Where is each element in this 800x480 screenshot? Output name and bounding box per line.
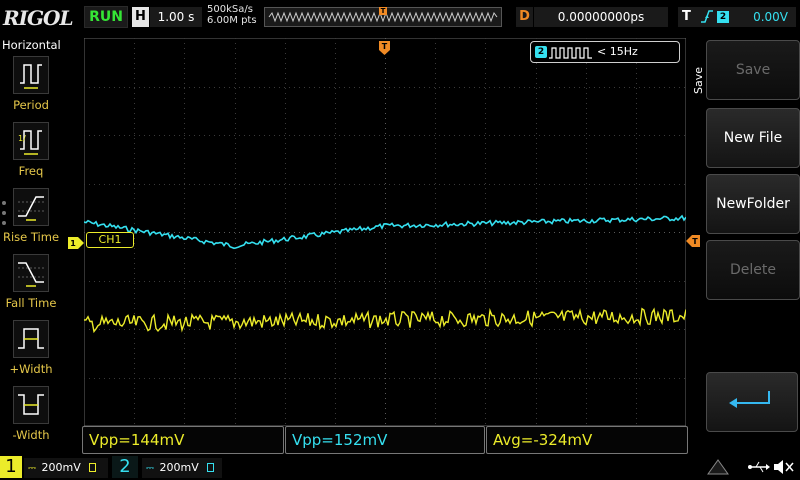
trigger-level-marker[interactable]: T [686,232,700,251]
svg-text:1/: 1/ [18,134,26,143]
run-stop-status[interactable]: RUN [84,6,128,28]
notification-icon [707,459,729,475]
ch2-scale[interactable]: ⎓ 200mV [142,458,222,478]
sample-rate: 500kSa/s [207,4,253,15]
ch2-bandwidth-icon [207,463,215,472]
save-button[interactable]: Save [706,40,800,100]
measure-freq[interactable]: 1/ Freq [0,122,62,186]
positive-width-label: +Width [9,362,53,376]
fall-time-icon [13,254,49,292]
ch1-label-tag: CH1 [86,232,134,248]
period-icon [13,56,49,94]
usb-icon [748,461,770,473]
memory-depth: 6.00M pts [207,15,257,26]
right-menu-title: Save [692,66,705,94]
trigger-status[interactable]: T 2 0.00V [678,7,796,27]
graticule [84,38,686,426]
memory-trigger-marker: T [379,7,387,15]
ch2-scale-value: 200mV [159,461,199,474]
horizontal-label: H [132,7,149,27]
horizontal-measure-menu: Horizontal Period 1/ Freq Rise Time Fall… [0,36,62,452]
trigger-level: 0.00V [753,10,788,24]
ch2-trace [83,214,687,250]
svg-text:T: T [382,42,388,51]
ch1-scale[interactable]: ⎓ 200mV [24,458,108,478]
freq-icon: 1/ [13,122,49,160]
measurement-2[interactable]: Vpp=152mV [285,426,485,454]
counter-source: 2 [535,46,547,58]
measure-negative-width[interactable]: -Width [0,386,62,450]
rise-time-icon [13,188,49,226]
ch1-scale-value: 200mV [41,461,81,474]
freq-label: Freq [18,164,44,178]
ch1-offset-marker[interactable]: 1 [68,234,84,253]
left-menu-title: Horizontal [2,38,61,52]
ch2-indicator[interactable]: 2 [112,456,138,478]
timebase-value[interactable]: 1.00 s [150,7,202,27]
rising-edge-icon [700,7,714,33]
delay-value[interactable]: 0.00000000ps [534,7,668,27]
new-folder-button[interactable]: NewFolder [706,174,800,234]
ch1-indicator[interactable]: 1 [0,456,22,478]
measure-period[interactable]: Period [0,56,62,120]
dc-coupling-icon: ⎓ [146,463,154,474]
counter-value: < 15Hz [597,45,638,58]
new-file-button[interactable]: New File [706,108,800,168]
measure-fall-time[interactable]: Fall Time [0,254,62,318]
acquisition-info: 500kSa/s 6.00M pts [207,4,257,26]
negative-width-icon [13,386,49,424]
ch1-trace [83,307,687,334]
trigger-position-marker[interactable]: T [379,40,390,55]
trigger-source: 2 [717,11,729,23]
measurement-1[interactable]: Vpp=144mV [82,426,284,454]
frequency-counter[interactable]: 2 < 15Hz [530,41,680,63]
delay-label: D [516,7,533,27]
return-icon [729,391,770,408]
return-button[interactable] [706,372,798,432]
waveform-memory-overview[interactable]: T [264,7,502,27]
measurement-3[interactable]: Avg=-324mV [486,426,688,454]
dc-coupling-icon: ⎓ [28,463,36,474]
ch1-bandwidth-icon [89,463,97,472]
negative-width-label: -Width [12,428,50,442]
measure-rise-time[interactable]: Rise Time [0,188,62,252]
rise-time-label: Rise Time [2,230,60,244]
save-softkey-menu: Save Save New File NewFolder Delete [688,36,800,454]
rigol-logo: RIGOL [3,6,74,30]
svg-text:1: 1 [70,239,76,248]
period-label: Period [13,98,49,112]
positive-width-icon [13,320,49,358]
system-status-icons [706,458,796,476]
waveform-display[interactable]: T 2 < 15Hz 1 CH1 T [68,37,700,427]
measure-positive-width[interactable]: +Width [0,320,62,384]
channel-status-bar: 1 ⎓ 200mV 2 ⎓ 200mV [0,454,800,480]
trigger-label: T [682,9,691,24]
delete-button[interactable]: Delete [706,240,800,300]
pulse-train-icon [549,45,593,64]
svg-text:T: T [692,237,698,246]
menu-page-indicator [1,199,7,233]
top-status-bar: RIGOL RUN H 1.00 s 500kSa/s 6.00M pts T … [0,0,800,34]
fall-time-label: Fall Time [5,296,57,310]
mute-icon [774,460,794,474]
